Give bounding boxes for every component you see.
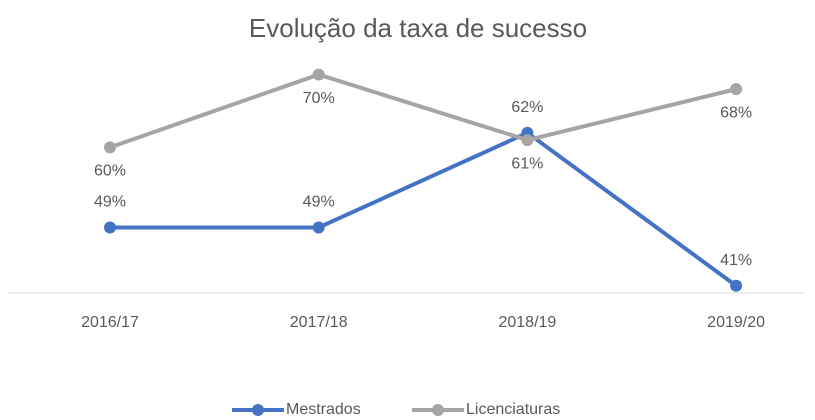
x-tick-label: 2016/17 (81, 314, 139, 331)
point (104, 221, 116, 234)
data-label: 61% (511, 155, 543, 172)
series-line (110, 130, 738, 288)
data-label: 70% (303, 90, 335, 107)
chart-title: Evolução da taxa de sucesso (249, 13, 587, 43)
data-label: 49% (94, 194, 126, 211)
point (521, 134, 534, 147)
legend-marker (432, 404, 444, 416)
point (312, 221, 325, 234)
x-tick-label: 2018/19 (498, 314, 556, 331)
legend-label: Licenciaturas (466, 401, 560, 418)
data-label: 60% (94, 163, 126, 180)
point (730, 83, 743, 96)
legend-label: Mestrados (286, 401, 361, 418)
data-label: 62% (511, 99, 543, 116)
data-label: 68% (720, 104, 752, 121)
point (104, 141, 116, 154)
series-line (109, 72, 737, 150)
legend-marker (252, 404, 264, 416)
point (312, 68, 325, 81)
point (730, 279, 743, 292)
data-label: 49% (303, 194, 335, 211)
x-tick-label: 2019/20 (707, 314, 765, 331)
x-tick-label: 2017/18 (290, 314, 348, 331)
data-label: 41% (720, 252, 752, 269)
